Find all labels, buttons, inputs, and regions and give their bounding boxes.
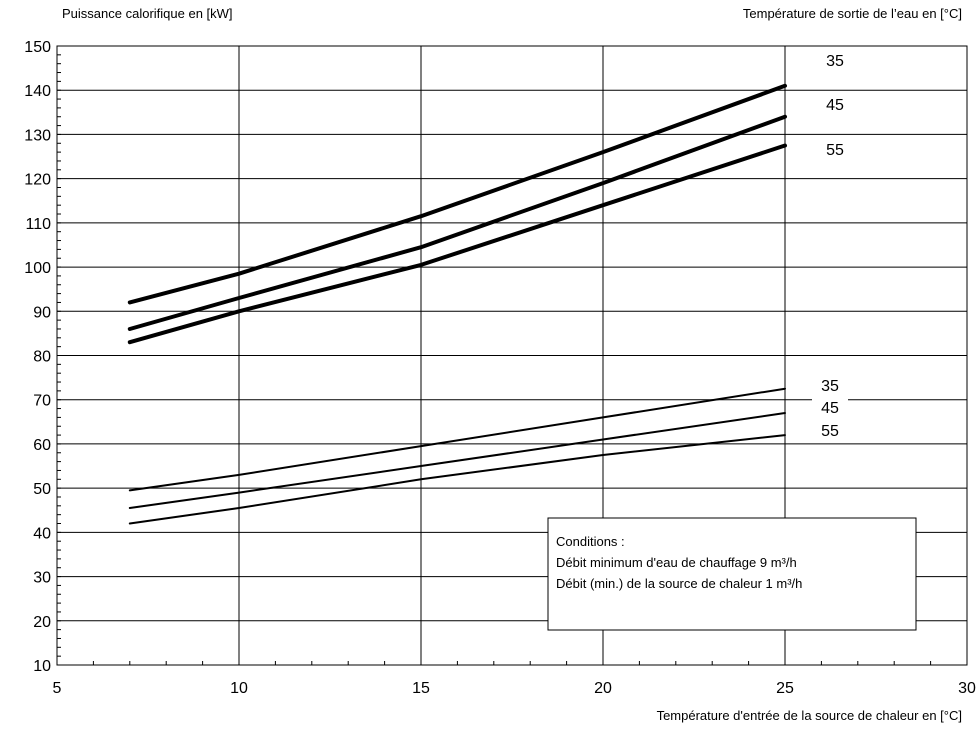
- series-label-lower-45: 45: [821, 400, 839, 417]
- legend-title: Température de sortie de l’eau en [°C]: [743, 6, 962, 21]
- y-tick-label: 110: [25, 216, 51, 233]
- series-line-upper-45: [127, 114, 787, 331]
- x-tick-label: 15: [412, 680, 430, 697]
- series-label-lower-55: 55: [821, 423, 839, 440]
- y-tick-label: 50: [33, 481, 51, 498]
- conditions-line-1: Débit minimum d'eau de chauffage 9 m³/h: [556, 555, 797, 570]
- y-tick-label: 60: [33, 437, 51, 454]
- series-line-upper-55: [127, 143, 787, 345]
- x-tick-label: 30: [958, 680, 976, 697]
- series-line-lower-45: [128, 412, 786, 509]
- series-labels: 35 45 55 35 45 55: [812, 50, 853, 440]
- y-tick-label: 10: [33, 658, 51, 675]
- series-label-bg: [812, 420, 848, 440]
- series-label-upper-45: 45: [826, 97, 844, 114]
- y-tick-label: 40: [33, 525, 51, 542]
- conditions-box: Conditions : Débit minimum d'eau de chau…: [547, 517, 917, 631]
- series-label-bg: [812, 397, 848, 417]
- grid: [56, 45, 968, 666]
- y-tick-label: 130: [24, 127, 51, 144]
- y-axis-title: Puissance calorifique en [kW]: [62, 6, 233, 21]
- series-label-lower-35: 35: [821, 378, 839, 395]
- y-tick-label: 150: [24, 39, 51, 56]
- y-tick-label: 100: [24, 260, 51, 277]
- series-line-lower-35: [128, 387, 786, 492]
- y-tick-label: 70: [33, 393, 51, 410]
- y-tick-label: 80: [33, 349, 51, 366]
- series-label-bg: [817, 50, 853, 70]
- y-tick-label: 30: [33, 570, 51, 587]
- series-line-upper-35: [127, 83, 787, 305]
- series-label-bg: [812, 375, 848, 395]
- conditions-title: Conditions :: [556, 534, 625, 549]
- series-label-bg: [817, 94, 853, 114]
- x-tick-label: 10: [230, 680, 248, 697]
- y-tick-label: 140: [24, 83, 51, 100]
- x-axis-title: Température d'entrée de la source de cha…: [657, 708, 962, 723]
- y-tick-label: 90: [33, 304, 51, 321]
- series-label-upper-55: 55: [826, 142, 844, 159]
- y-tick-label: 120: [24, 172, 51, 189]
- series-label-bg: [817, 139, 853, 159]
- conditions-line-2: Débit (min.) de la source de chaleur 1 m…: [556, 576, 802, 591]
- y-tick-label: 20: [33, 614, 51, 631]
- ticks: [56, 45, 968, 666]
- series-lines: [127, 83, 787, 525]
- x-tick-label: 20: [594, 680, 612, 697]
- series-label-upper-35: 35: [826, 53, 844, 70]
- x-tick-label: 5: [53, 680, 62, 697]
- series-line-lower-55: [128, 434, 786, 525]
- x-tick-label: 25: [776, 680, 794, 697]
